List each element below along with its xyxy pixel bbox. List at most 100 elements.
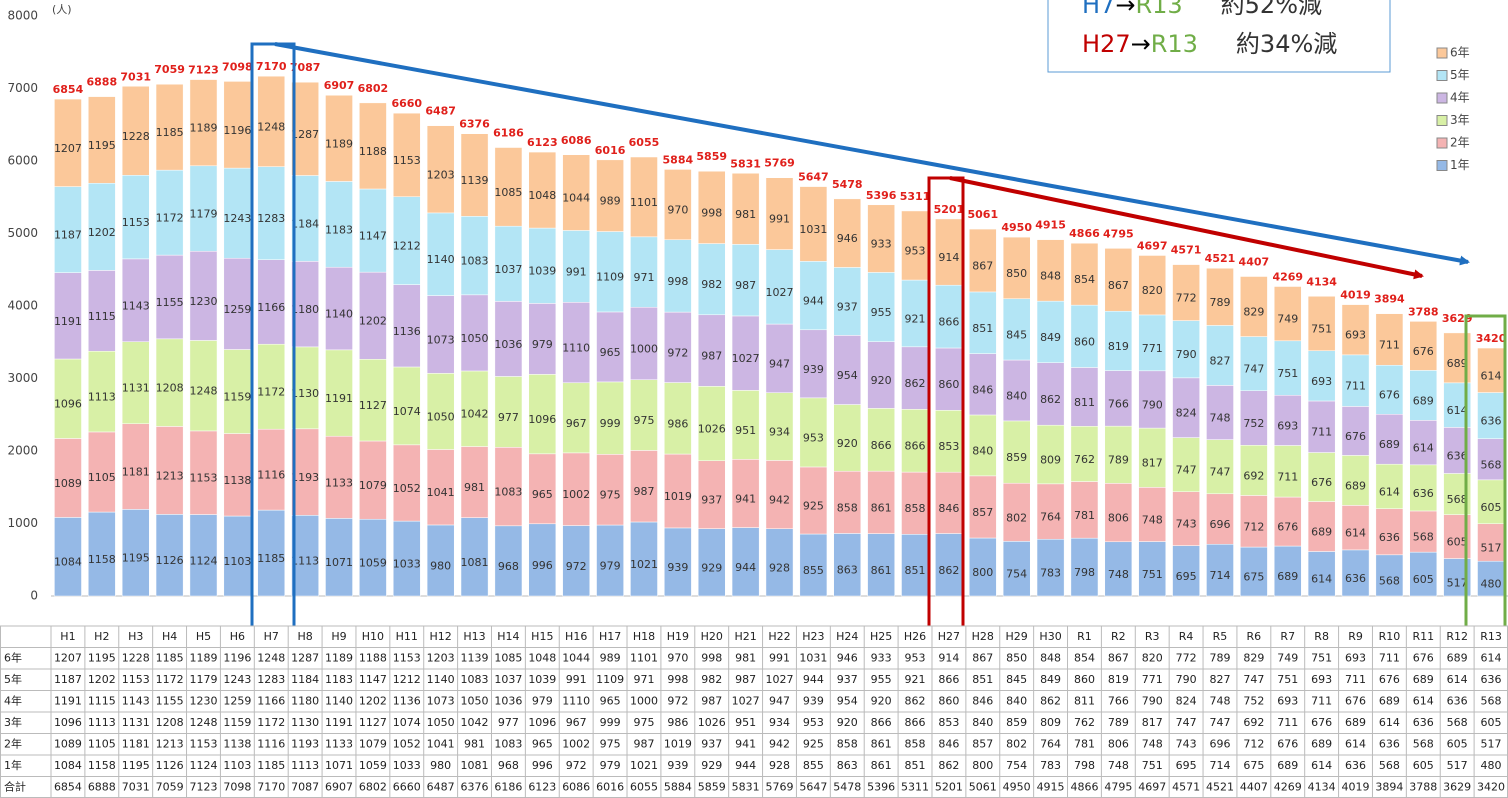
segment-label: 1096 (528, 413, 556, 426)
segment-label: 861 (871, 564, 892, 577)
bar-segment (494, 525, 523, 597)
bar-segment (833, 198, 862, 268)
segment-label: 975 (633, 414, 654, 427)
bar-segment (867, 533, 895, 597)
table-cell: 849 (1040, 673, 1061, 686)
segment-label: 800 (972, 566, 993, 579)
table-cell: 636 (1379, 737, 1400, 750)
bar-segment (54, 438, 82, 518)
table-cell: 5859 (698, 780, 726, 793)
table-cell: 4915 (1037, 780, 1065, 793)
table-cell: 968 (498, 759, 519, 772)
segment-label: 614 (1345, 527, 1366, 540)
legend-label: 2年 (1450, 136, 1470, 150)
total-label: 7098 (222, 60, 253, 73)
bar-segment (1273, 394, 1302, 446)
segment-label: 1042 (461, 408, 489, 421)
x-tick-label: H3 (128, 630, 143, 643)
bar-segment (731, 173, 760, 245)
table-cell: 947 (769, 694, 790, 707)
legend-label: 5年 (1450, 68, 1470, 82)
bar-segment (121, 258, 150, 342)
segment-label: 972 (566, 560, 587, 573)
bar-segment (1375, 364, 1404, 415)
table-cell: 1189 (189, 651, 217, 664)
segment-label: 975 (600, 489, 621, 502)
y-tick-label: 5000 (7, 226, 38, 240)
segment-label: 920 (871, 374, 892, 387)
bar-segment (562, 452, 591, 526)
bar-segment (1307, 501, 1336, 552)
bar-segment (1138, 487, 1167, 542)
table-cell: 934 (769, 716, 790, 729)
segment-label: 1074 (393, 405, 421, 418)
bar-segment (968, 228, 997, 293)
bar-segment (596, 231, 624, 313)
segment-label: 860 (1074, 335, 1095, 348)
table-cell: 953 (803, 716, 824, 729)
table-cell: 1143 (122, 694, 150, 707)
segment-label: 1153 (122, 216, 150, 229)
table-cell: 817 (1142, 716, 1163, 729)
segment-label: 1179 (189, 208, 217, 221)
table-cell: 806 (1108, 737, 1129, 750)
segment-label: 1115 (88, 310, 116, 323)
x-tick-label: R12 (1446, 630, 1468, 643)
table-cell: 675 (1243, 759, 1264, 772)
bar-segment (1341, 304, 1370, 356)
total-label: 5859 (696, 150, 727, 163)
segment-label: 1026 (698, 423, 726, 436)
segment-label: 1183 (325, 223, 353, 236)
table-cell: 1207 (54, 651, 82, 664)
bar-segment (325, 266, 353, 351)
bar-segment (291, 346, 319, 430)
table-cell: 748 (1108, 759, 1129, 772)
segment-label: 967 (566, 417, 587, 430)
segment-label: 953 (905, 244, 926, 257)
table-cell: 1130 (291, 716, 319, 729)
table-cell: 1096 (528, 716, 556, 729)
x-tick-label: H5 (196, 630, 211, 643)
table-cell: 1195 (122, 759, 150, 772)
segment-label: 568 (1447, 493, 1468, 506)
table-cell: 3788 (1409, 780, 1437, 793)
table-cell: 689 (1379, 694, 1400, 707)
bar-segment (968, 414, 997, 477)
table-cell: 568 (1447, 716, 1468, 729)
total-label: 6487 (425, 105, 456, 118)
segment-label: 840 (972, 444, 993, 457)
bar-segment (765, 177, 794, 250)
total-label: 6016 (595, 144, 626, 157)
table-cell: 743 (1176, 737, 1197, 750)
segment-label: 636 (1379, 531, 1400, 544)
bar-segment (392, 196, 421, 285)
segment-label: 802 (1006, 511, 1027, 524)
table-cell: 6055 (630, 780, 658, 793)
segment-label: 1133 (325, 476, 353, 489)
bar-segment (867, 341, 895, 409)
segment-label: 1140 (427, 253, 455, 266)
segment-label: 1155 (156, 296, 184, 309)
segment-label: 1039 (528, 265, 556, 278)
table-cell: 1000 (630, 694, 658, 707)
row-label: 5年 (4, 672, 22, 686)
x-tick-label: R1 (1077, 630, 1092, 643)
bar-segment (1206, 543, 1234, 597)
data-table: H1 H2 H3 H4 H5 H6 H7 H8 H9 H10 H11 H12 H13 H14 H15 H16 H… (0, 625, 1508, 798)
bar-segment (359, 440, 387, 520)
table-cell: 6487 (427, 780, 455, 793)
bar-segment (88, 96, 116, 184)
segment-label: 1050 (427, 410, 455, 423)
segment-label: 929 (701, 561, 722, 574)
bar-segment (630, 236, 658, 308)
bar-segment (901, 409, 929, 473)
table-cell: 998 (667, 673, 688, 686)
segment-label: 921 (905, 312, 926, 325)
table-cell: 3894 (1375, 780, 1403, 793)
segment-label: 1180 (291, 303, 319, 316)
table-cell: 914 (938, 651, 959, 664)
bar-segment (1240, 276, 1268, 337)
table-cell: 846 (938, 737, 959, 750)
segment-label: 711 (1345, 380, 1366, 393)
table-cell: 614 (1481, 651, 1502, 664)
